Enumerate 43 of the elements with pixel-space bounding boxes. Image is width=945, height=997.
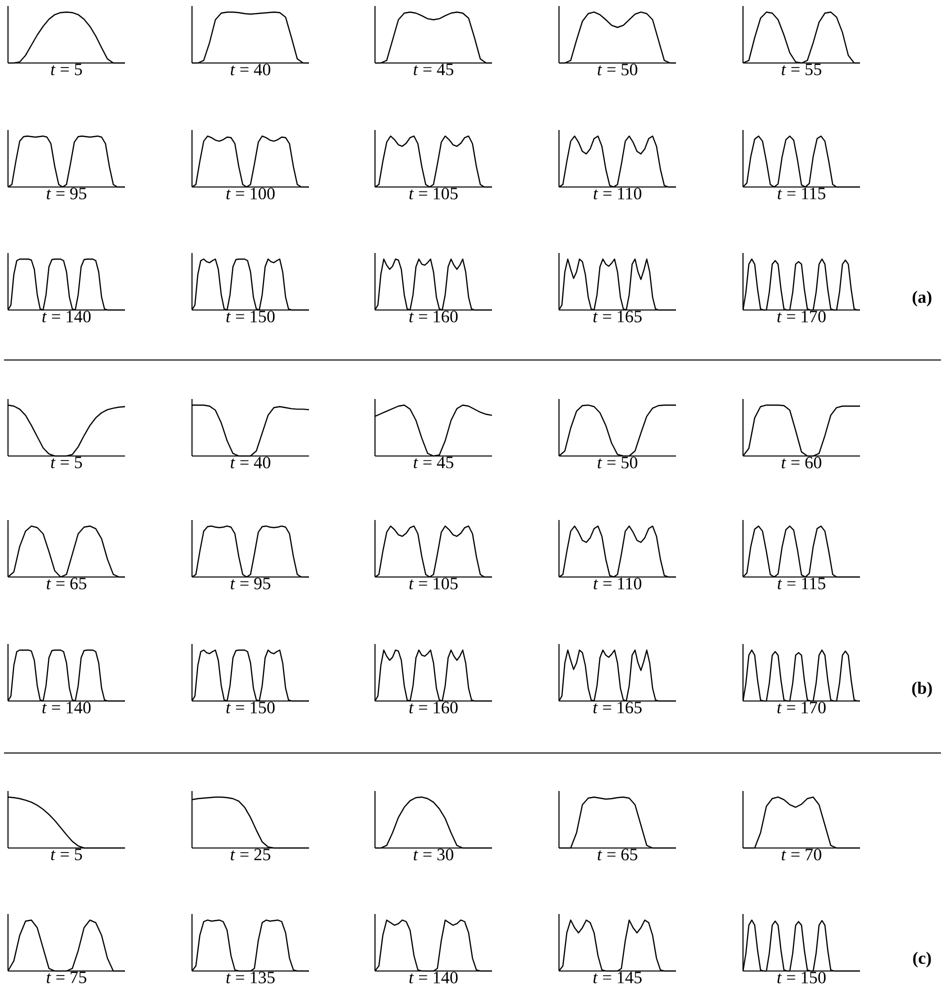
text: t = 135 bbox=[226, 972, 275, 984]
text: t = 140 bbox=[42, 702, 91, 714]
text: t = 45 bbox=[414, 456, 454, 468]
text: t = 140 bbox=[409, 972, 458, 984]
text: t = 95 bbox=[46, 188, 86, 200]
text: t = 150 bbox=[226, 310, 275, 322]
text: t = 150 bbox=[226, 702, 275, 714]
text: t = 65 bbox=[598, 848, 638, 860]
text: (a) bbox=[912, 290, 932, 306]
text: t = 115 bbox=[778, 188, 826, 200]
text: t = 40 bbox=[230, 64, 270, 76]
text: t = 170 bbox=[777, 702, 826, 714]
text: t = 5 bbox=[51, 64, 82, 76]
text: t = 160 bbox=[409, 310, 458, 322]
text: t = 55 bbox=[782, 64, 822, 76]
text: t = 150 bbox=[777, 972, 826, 984]
text: t = 65 bbox=[46, 578, 86, 590]
text: t = 100 bbox=[226, 188, 275, 200]
text: t = 170 bbox=[777, 310, 826, 322]
text: t = 40 bbox=[230, 456, 270, 468]
text: t = 115 bbox=[778, 578, 826, 590]
text: t = 25 bbox=[230, 848, 270, 860]
text: t = 140 bbox=[42, 310, 91, 322]
text: t = 50 bbox=[598, 64, 638, 76]
text: t = 95 bbox=[230, 578, 270, 590]
text: t = 160 bbox=[409, 702, 458, 714]
text: t = 45 bbox=[414, 64, 454, 76]
text: t = 5 bbox=[51, 848, 82, 860]
text: t = 165 bbox=[593, 310, 642, 322]
text: t = 75 bbox=[46, 972, 86, 984]
text: t = 165 bbox=[593, 702, 642, 714]
text: (c) bbox=[913, 952, 931, 968]
text: t = 70 bbox=[782, 848, 822, 860]
text: t = 145 bbox=[593, 972, 642, 984]
text: t = 60 bbox=[782, 456, 822, 468]
text: t = 105 bbox=[409, 188, 458, 200]
text: t = 110 bbox=[594, 578, 642, 590]
text: t = 50 bbox=[598, 456, 638, 468]
text: t = 30 bbox=[414, 848, 454, 860]
text: (b) bbox=[912, 682, 932, 698]
text: t = 5 bbox=[51, 456, 82, 468]
text: t = 110 bbox=[594, 188, 642, 200]
text: t = 105 bbox=[409, 578, 458, 590]
